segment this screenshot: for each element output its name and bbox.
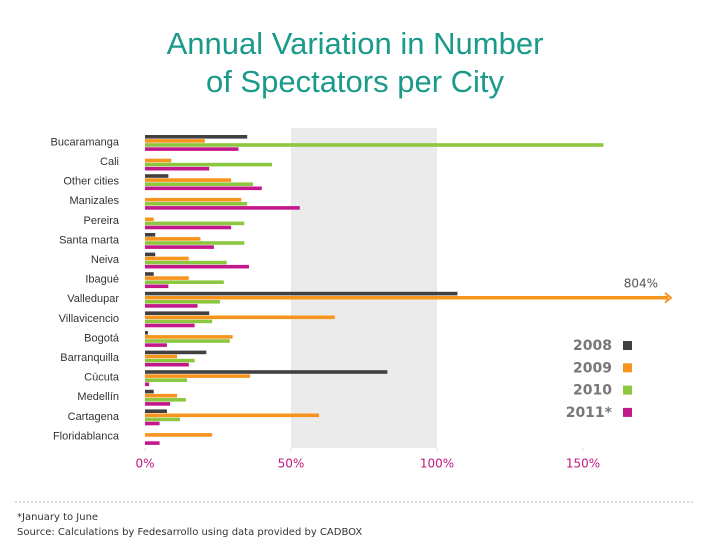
- bar: [145, 276, 189, 280]
- bar: [145, 354, 178, 359]
- legend-label: 2008: [573, 338, 612, 354]
- bar: [145, 143, 604, 147]
- bar: [145, 158, 172, 163]
- bar: [145, 323, 195, 328]
- bar: [145, 186, 262, 191]
- footnote: *January to June: [17, 512, 98, 523]
- bar: [145, 378, 188, 382]
- legend-swatch: [623, 363, 632, 373]
- bar: [145, 362, 189, 367]
- bar: [145, 343, 167, 347]
- bar: [145, 413, 320, 418]
- bar: [145, 402, 171, 406]
- bar: [145, 393, 178, 398]
- chart-title: Annual Variation in Number: [167, 26, 544, 61]
- y-tick-label: Floridablanca: [53, 430, 120, 442]
- bar: [145, 382, 150, 387]
- arrow-head: [664, 292, 673, 304]
- bar: [145, 178, 232, 182]
- bar: [145, 166, 210, 171]
- bar: [145, 409, 167, 413]
- bar: [145, 374, 251, 378]
- y-tick-label: Manizales: [69, 195, 119, 207]
- y-tick-label: Medellín: [77, 391, 119, 403]
- bar: [145, 174, 169, 178]
- y-tick-label: Cali: [100, 156, 119, 168]
- bar: [145, 284, 169, 289]
- y-tick-label: Barranquilla: [60, 352, 120, 364]
- legend-label: 2011*: [566, 405, 613, 421]
- legend-label: 2010: [573, 383, 612, 399]
- bar: [145, 202, 248, 206]
- y-tick-label: Ibagué: [85, 274, 119, 286]
- legend-label: 2009: [573, 360, 612, 376]
- bar: [145, 291, 458, 296]
- bar: [145, 358, 195, 363]
- bar: [145, 280, 224, 284]
- bar: [145, 260, 227, 265]
- bar: [145, 398, 186, 402]
- bar: [145, 182, 254, 186]
- x-tick-label: 0%: [135, 457, 154, 471]
- bar: [145, 331, 148, 335]
- bar: [145, 433, 213, 437]
- bar: [145, 417, 181, 422]
- bar: [145, 315, 335, 320]
- chart-title: of Spectators per City: [206, 64, 505, 99]
- y-tick-label: Villavicencio: [59, 313, 119, 325]
- y-tick-label: Valledupar: [67, 293, 119, 305]
- bar: [145, 135, 248, 139]
- y-tick-label: Bogotá: [84, 332, 120, 344]
- y-tick-label: Neiva: [91, 254, 120, 266]
- legend-swatch: [623, 385, 632, 395]
- bar: [145, 233, 156, 237]
- bar: [145, 206, 300, 210]
- bar: [145, 389, 154, 394]
- bar: [145, 300, 221, 304]
- bar: [145, 272, 154, 276]
- y-tick-label: Santa marta: [59, 234, 120, 246]
- bar: [145, 139, 205, 143]
- bar: [145, 241, 245, 245]
- bar: [145, 264, 249, 269]
- y-tick-label: Bucaramanga: [51, 136, 120, 148]
- legend-swatch: [623, 341, 632, 350]
- bar: [145, 421, 160, 426]
- shaded-range: [291, 128, 437, 448]
- bar: [145, 370, 388, 374]
- bar: [145, 350, 207, 355]
- bar: [145, 256, 189, 261]
- bar: [145, 252, 156, 257]
- y-tick-label: Pereira: [84, 215, 120, 227]
- bar: [145, 441, 160, 445]
- bar: [145, 319, 213, 324]
- bar: [145, 197, 242, 202]
- bar: [145, 245, 214, 249]
- bar: [145, 339, 230, 343]
- legend-swatch: [623, 407, 632, 417]
- x-tick-label: 150%: [566, 457, 600, 471]
- bar: [145, 162, 273, 167]
- source: Source: Calculations by Fedesarrollo usi…: [17, 527, 362, 538]
- y-tick-label: Cúcuta: [84, 372, 120, 384]
- bar: [145, 237, 201, 241]
- bar: [145, 335, 233, 339]
- x-tick-label: 50%: [278, 457, 305, 471]
- bar: [145, 225, 232, 230]
- bar: [145, 311, 210, 315]
- y-tick-label: Other cities: [63, 176, 119, 188]
- y-tick-label: Cartagena: [68, 411, 120, 423]
- bar: [145, 221, 245, 226]
- bar: [145, 304, 198, 308]
- bar: [145, 217, 154, 222]
- bar: [145, 147, 239, 151]
- value-label: 804%: [624, 276, 658, 290]
- x-tick-label: 100%: [420, 457, 454, 471]
